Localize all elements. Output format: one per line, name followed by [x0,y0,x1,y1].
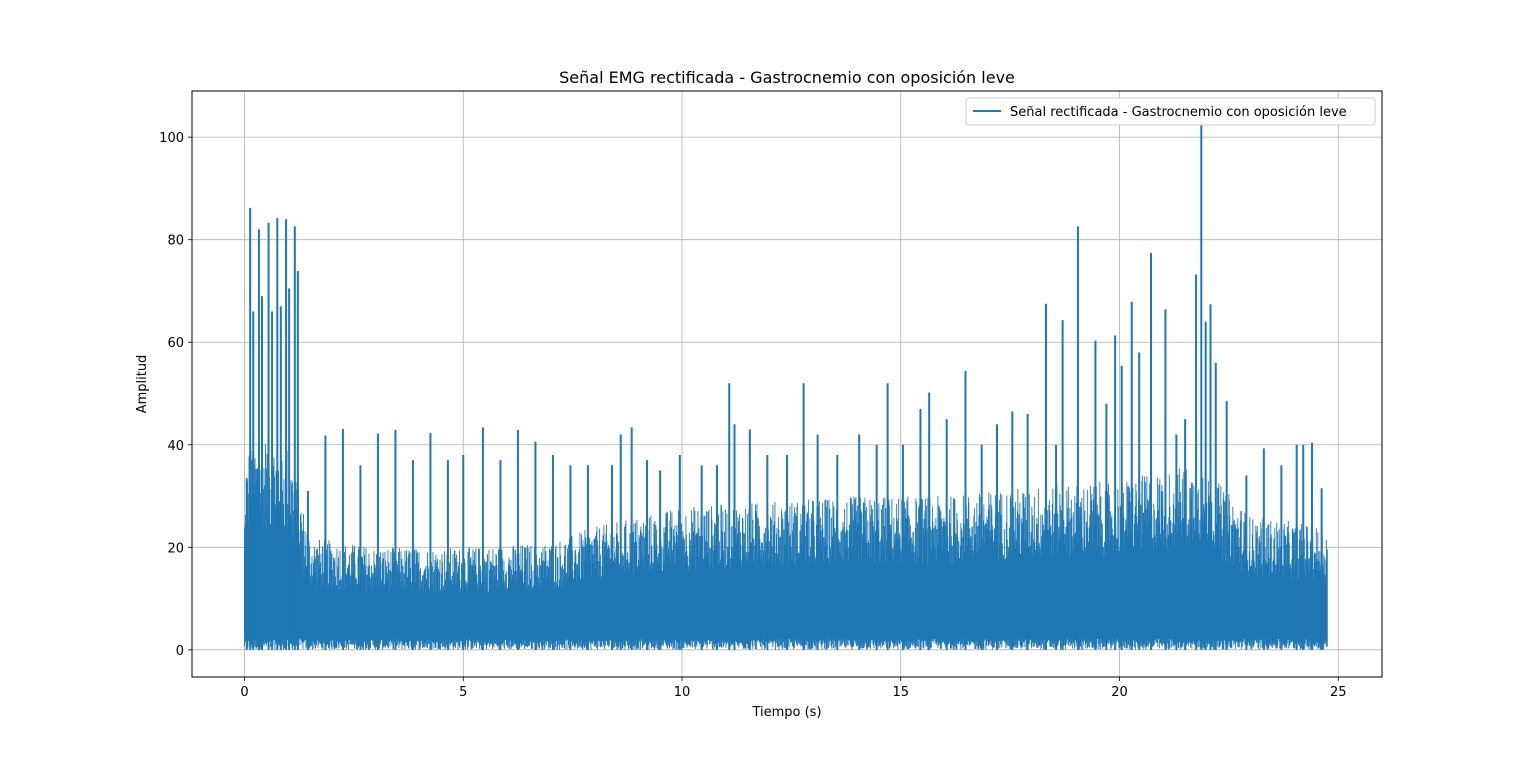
y-axis-title: Amplitud [135,355,150,414]
y-tick-label: 80 [167,234,184,249]
y-tick-label: 100 [159,131,184,146]
y-tick-label: 20 [167,541,184,556]
legend-label: Señal rectificada - Gastrocnemio con opo… [1010,105,1347,120]
x-tick-label: 20 [1111,685,1128,700]
x-tick-label: 15 [892,685,909,700]
axis-ticks: 0 5 10 15 20 25 0 20 40 60 80 100 [159,131,1346,700]
chart-title: Señal EMG rectificada - Gastrocnemio con… [559,68,1015,87]
x-tick-label: 25 [1330,685,1347,700]
axes-frame [191,90,1383,678]
y-tick-label: 40 [167,439,184,454]
y-tick-label: 60 [167,336,184,351]
legend: Señal rectificada - Gastrocnemio con opo… [965,97,1376,126]
x-axis-title: Tiempo (s) [751,705,821,720]
x-tick-label: 0 [240,685,248,700]
x-tick-label: 10 [674,685,691,700]
x-tick-label: 5 [459,685,467,700]
legend-box [965,97,1376,126]
series-line [244,121,1328,650]
grid-lines [192,91,1382,677]
y-tick-label: 0 [176,644,184,659]
